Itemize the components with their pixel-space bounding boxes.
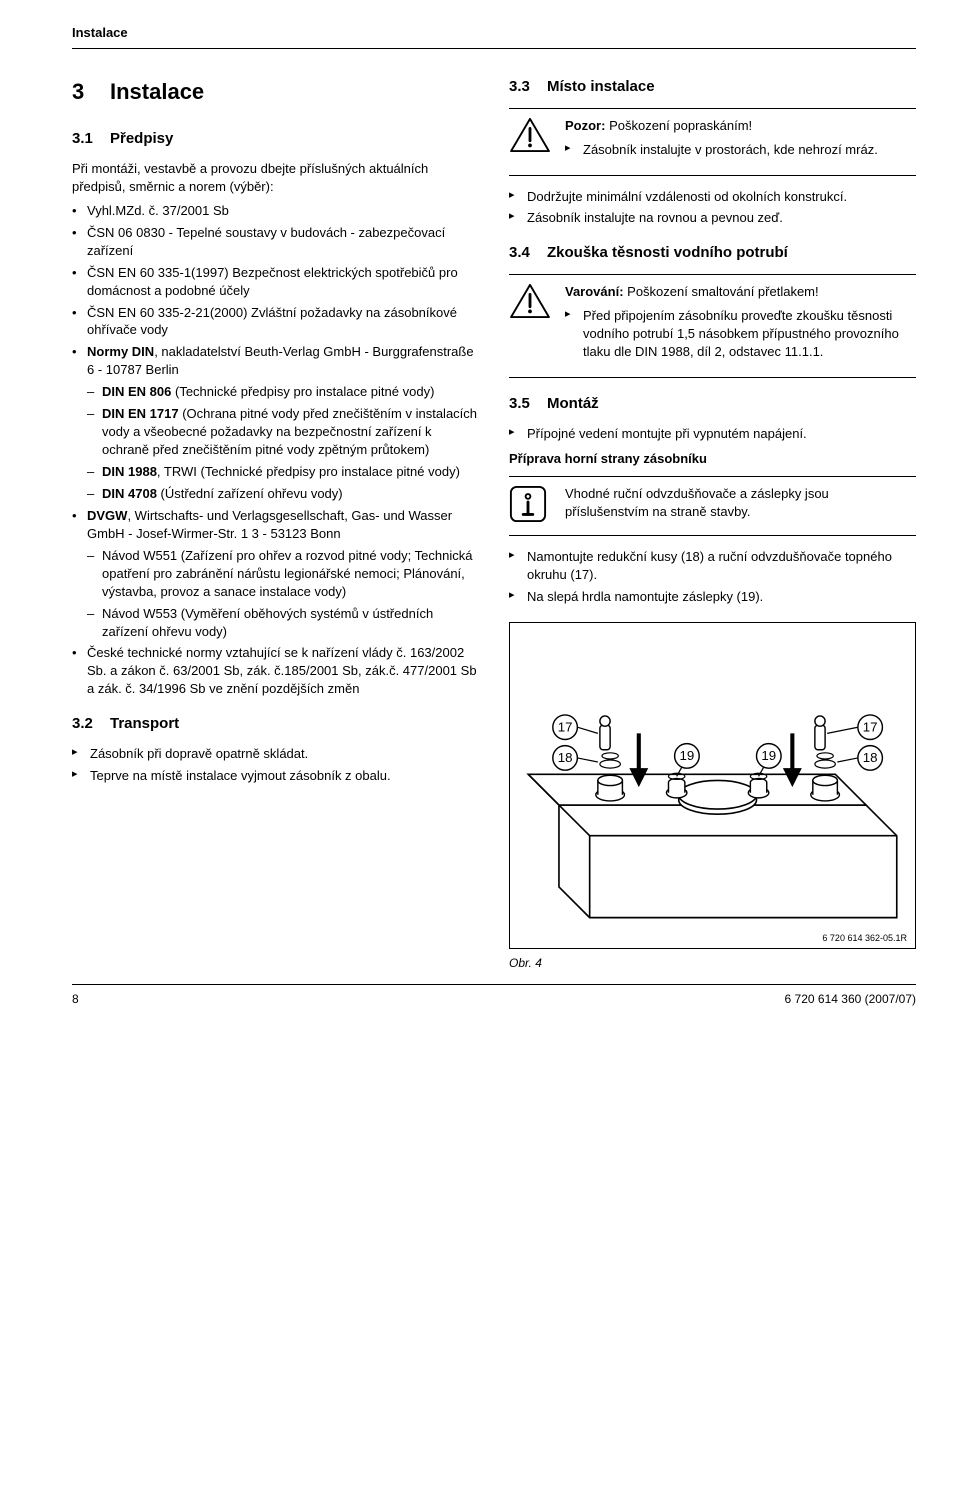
notice-heading: Pozor: Poškození popraskáním! [565,117,916,135]
list-item: Zásobník instalujte v prostorách, kde ne… [565,141,916,159]
s33-bullets: Dodržujte minimální vzdálenosti od okoln… [509,188,916,228]
list-item-lead-rest: , Wirtschafts- und Verlagsgesellschaft, … [87,508,452,541]
tank-top-diagram: 17 18 17 18 19 [518,631,907,928]
label-17-left: 17 [558,719,573,734]
list-item: Normy DIN, nakladatelství Beuth-Verlag G… [72,343,479,503]
list-item: Na slepá hrdla namontujte záslepky (19). [509,588,916,606]
warning-notice: Varování: Poškození smaltování přetlakem… [509,274,916,378]
s35-subheading: Příprava horní strany zásobníku [509,450,916,468]
warning-icon [509,283,551,319]
list-item: ČSN 06 0830 - Tepelné soustavy v budovác… [72,224,479,260]
section-number: 3.2 [72,714,110,735]
list-item: DIN EN 806 (Technické předpisy pro insta… [87,383,479,401]
section-number: 3.4 [509,243,547,264]
notice-body: Vhodné ruční odvzdušňovače a záslepky js… [565,485,916,527]
notice-label: Pozor: [565,118,605,133]
section-number: 3.3 [509,77,547,98]
info-notice: Vhodné ruční odvzdušňovače a záslepky js… [509,476,916,536]
list-item: DIN 1988, TRWI (Technické předpisy pro i… [87,463,479,481]
list-item: Teprve na místě instalace vyjmout zásobn… [72,767,479,785]
section-title: Transport [110,715,179,732]
list-item: Zásobník při dopravě opatrně skládat. [72,745,479,763]
footer-rule [72,984,916,985]
two-column-layout: 3Instalace 3.1Předpisy Při montáži, vest… [72,77,916,972]
list-item: Zásobník instalujte na rovnou a pevnou z… [509,209,916,227]
list-item: Namontujte redukční kusy (18) a ruční od… [509,548,916,584]
list-item: DIN 4708 (Ústřední zařízení ohřevu vody) [87,485,479,503]
notice-bullets: Před připojením zásobníku proveďte zkouš… [565,307,916,361]
list-item: České technické normy vztahující se k na… [72,644,479,698]
sub-rest: Návod W551 (Zařízení pro ohřev a rozvod … [102,548,472,599]
page-number: 8 [72,991,79,1008]
section-3-1-intro: Při montáži, vestavbě a provozu dbejte p… [72,160,479,196]
sublist: DIN EN 806 (Technické předpisy pro insta… [87,383,479,503]
notice-bullets: Zásobník instalujte v prostorách, kde ne… [565,141,916,159]
section-number: 3.1 [72,129,110,150]
figure-label: Obr. 4 [509,955,916,972]
left-column: 3Instalace 3.1Předpisy Při montáži, vest… [72,77,479,972]
section-3-5-heading: 3.5Montáž [509,394,916,415]
chapter-title-text: Instalace [110,79,204,104]
figure-ref-code: 6 720 614 362-05.1R [518,932,907,944]
warning-icon [509,117,551,153]
info-icon [509,485,551,523]
section-number: 3.5 [509,394,547,415]
sub-rest: (Technické předpisy pro instalace pitné … [171,384,434,399]
list-item: Dodržujte minimální vzdálenosti od okoln… [509,188,916,206]
section-title: Zkouška těsnosti vodního potrubí [547,244,788,261]
notice-body: Pozor: Poškození popraskáním! Zásobník i… [565,117,916,167]
label-18-right: 18 [863,750,878,765]
sub-bold: DIN EN 806 [102,384,171,399]
sub-rest: Návod W553 (Vyměření oběhových systémů v… [102,606,433,639]
section-title: Montáž [547,395,599,412]
list-item-lead-bold: Normy DIN [87,344,154,359]
s35-lead-bullets: Přípojné vedení montujte při vypnutém na… [509,425,916,443]
list-item: DIN EN 1717 (Ochrana pitné vody před zne… [87,405,479,459]
section-3-4-heading: 3.4Zkouška těsnosti vodního potrubí [509,243,916,264]
label-17-right: 17 [863,719,878,734]
caution-notice: Pozor: Poškození popraskáním! Zásobník i… [509,108,916,176]
notice-label: Varování: [565,284,624,299]
label-18-left: 18 [558,750,573,765]
header-rule [72,48,916,49]
transport-steps: Zásobník při dopravě opatrně skládat. Te… [72,745,479,785]
section-title: Předpisy [110,130,173,147]
section-3-2-heading: 3.2Transport [72,714,479,735]
label-19-left: 19 [680,748,695,763]
list-item: ČSN EN 60 335-1(1997) Bezpečnost elektri… [72,264,479,300]
s35-after-info-bullets: Namontujte redukční kusy (18) a ruční od… [509,548,916,606]
list-item: Před připojením zásobníku proveďte zkouš… [565,307,916,361]
sub-bold: DIN EN 1717 [102,406,179,421]
sub-bold: DIN 4708 [102,486,157,501]
list-item: Návod W553 (Vyměření oběhových systémů v… [87,605,479,641]
list-item: ČSN EN 60 335-2-21(2000) Zvláštní požada… [72,304,479,340]
sub-rest: (Ústřední zařízení ohřevu vody) [157,486,343,501]
doc-number: 6 720 614 360 (2007/07) [785,991,916,1008]
sub-bold: DIN 1988 [102,464,157,479]
figure-4-diagram: 17 18 17 18 19 [509,622,916,949]
info-text: Vhodné ruční odvzdušňovače a záslepky js… [565,485,916,521]
label-19-right: 19 [761,748,776,763]
chapter-title: 3Instalace [72,77,479,107]
notice-heading: Varování: Poškození smaltování přetlakem… [565,283,916,301]
running-header: Instalace [72,24,916,42]
list-item-lead-bold: DVGW [87,508,127,523]
notice-text: Poškození popraskáním! [605,118,752,133]
section-3-1-heading: 3.1Předpisy [72,129,479,150]
chapter-number: 3 [72,77,110,107]
list-item: Přípojné vedení montujte při vypnutém na… [509,425,916,443]
sublist: Návod W551 (Zařízení pro ohřev a rozvod … [87,547,479,641]
section-title: Místo instalace [547,78,655,95]
section-3-3-heading: 3.3Místo instalace [509,77,916,98]
sub-rest: , TRWI (Technické předpisy pro instalace… [157,464,460,479]
list-item: Vyhl.MZd. č. 37/2001 Sb [72,202,479,220]
list-item: DVGW, Wirtschafts- und Verlagsgesellscha… [72,507,479,641]
notice-text: Poškození smaltování přetlakem! [624,284,819,299]
list-item: Návod W551 (Zařízení pro ohřev a rozvod … [87,547,479,601]
page-footer: 8 6 720 614 360 (2007/07) [72,991,916,1008]
regulations-list: Vyhl.MZd. č. 37/2001 Sb ČSN 06 0830 - Te… [72,202,479,698]
right-column: 3.3Místo instalace Pozor: Poškození popr… [509,77,916,972]
notice-body: Varování: Poškození smaltování přetlakem… [565,283,916,369]
